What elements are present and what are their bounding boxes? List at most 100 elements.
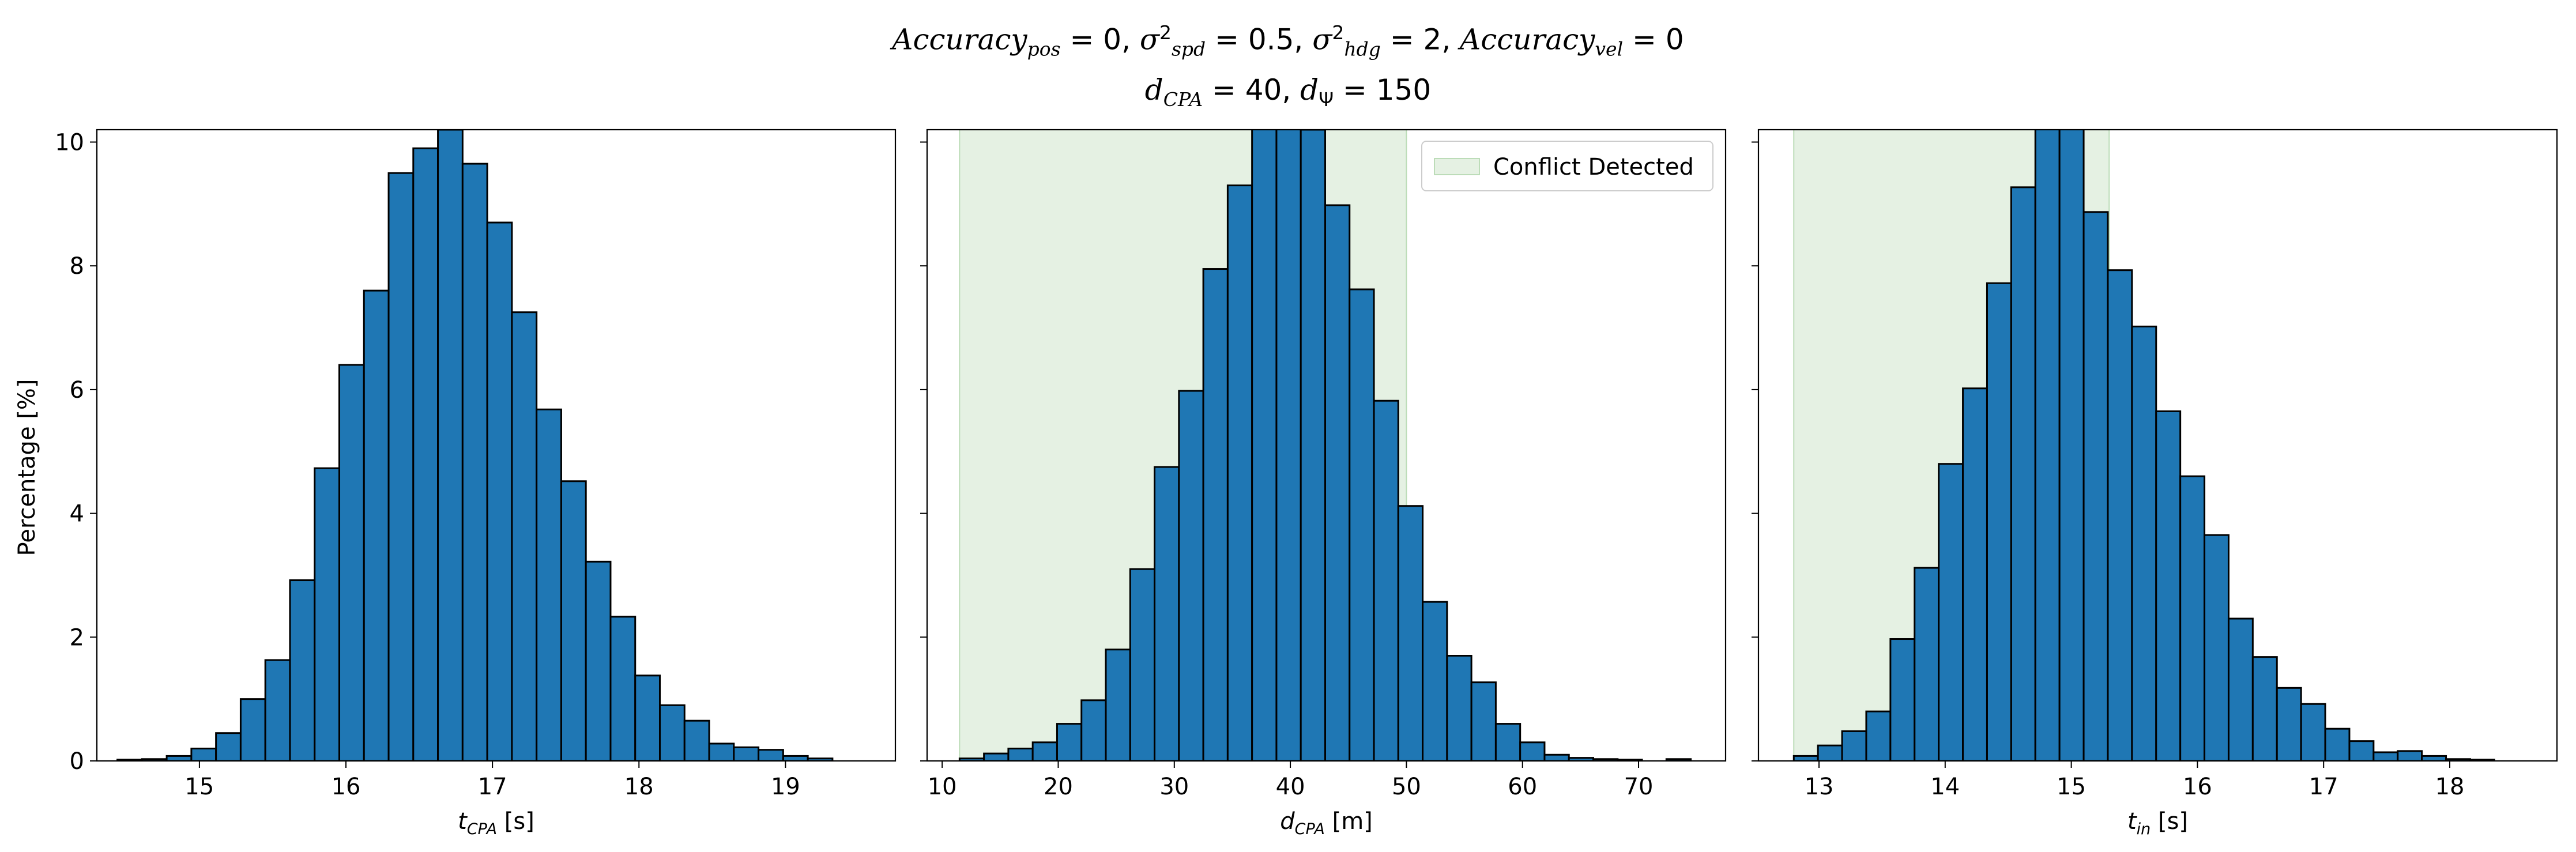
- histogram-bar: [338, 364, 365, 761]
- axes-frame: [926, 129, 1727, 762]
- histogram-bar: [560, 480, 587, 761]
- histogram-bar: [1397, 505, 1424, 761]
- title-line-2: dCPA = 40, dΨ = 150: [1144, 73, 1432, 111]
- x-tick-label: 15: [2057, 774, 2086, 800]
- histogram-bar: [1817, 744, 1843, 761]
- histogram-bar: [1251, 130, 1278, 761]
- x-tick-label: 50: [1392, 774, 1421, 800]
- histogram-bar: [2179, 475, 2206, 761]
- histogram-bar: [2372, 751, 2399, 761]
- histogram-bar: [983, 752, 1010, 761]
- x-tick-label: 10: [928, 774, 957, 800]
- histogram-bar: [1986, 282, 2012, 761]
- histogram-bar: [190, 748, 217, 761]
- legend-swatch: [1434, 158, 1480, 175]
- histogram-bar: [1865, 710, 1892, 761]
- panel-d-cpa: 10 20 30 40 50 60 70 dCPA [m] Conflict Detected: [920, 129, 1727, 838]
- histogram-bar: [511, 311, 538, 761]
- histogram-bar: [1154, 466, 1180, 761]
- histogram-bar: [486, 221, 513, 761]
- histogram-bar: [585, 560, 612, 761]
- histogram-bar: [1031, 741, 1058, 761]
- x-tick-label: 13: [1805, 774, 1834, 800]
- histogram-bar: [807, 757, 834, 761]
- histogram-bar: [1056, 723, 1083, 761]
- histogram-bar: [782, 755, 809, 761]
- histogram-bar: [239, 698, 266, 761]
- histogram-bar: [536, 408, 562, 761]
- histogram-bar: [2276, 687, 2302, 761]
- histogram-bar: [1841, 730, 1867, 761]
- histogram-bar: [659, 704, 686, 761]
- x-tick-label: 18: [2435, 774, 2465, 800]
- histogram-bar: [708, 742, 735, 761]
- histogram-bar: [1275, 130, 1302, 761]
- x-tick-label: 19: [771, 774, 800, 800]
- x-tick-label: 60: [1508, 774, 1537, 800]
- histogram-bar: [1543, 753, 1570, 761]
- histogram-bar: [1202, 268, 1229, 761]
- histogram-bar: [609, 616, 637, 761]
- histogram-bar: [2058, 130, 2085, 761]
- histogram-bar: [437, 130, 464, 761]
- histogram-bar: [758, 749, 784, 761]
- histogram-bar: [1324, 204, 1351, 761]
- histogram-bar: [683, 719, 710, 761]
- plot-area: [1792, 130, 2495, 761]
- panel-t-cpa: 0 2 4 6 8 10 15 16 17 18 19 tCPA [s]: [55, 129, 897, 838]
- y-tick-label: 0: [70, 748, 84, 775]
- histogram-bar: [2397, 750, 2423, 761]
- histogram-bar: [2251, 656, 2278, 761]
- histogram-bar: [2010, 186, 2036, 761]
- x-tick-label: 14: [1930, 774, 1960, 800]
- histogram-bar: [461, 163, 488, 761]
- x-tick-label: 70: [1624, 774, 1654, 800]
- x-tick-label: 15: [184, 774, 214, 800]
- histogram-bar: [1470, 681, 1497, 761]
- histogram-bar: [2227, 617, 2254, 761]
- histogram-bar: [1889, 638, 1916, 761]
- x-axis-label: dCPA [m]: [1280, 808, 1373, 838]
- histogram-bar: [1962, 387, 1988, 761]
- histogram-bar: [2082, 211, 2109, 761]
- histogram-bar: [2131, 325, 2157, 761]
- x-tick-label: 17: [2309, 774, 2338, 800]
- histogram-bar: [1105, 649, 1131, 761]
- y-tick-label: 8: [70, 253, 84, 280]
- histogram-bar: [387, 172, 415, 761]
- histogram-bar: [289, 579, 316, 761]
- histogram-bar: [1665, 758, 1692, 761]
- x-axis-label: tin [s]: [2127, 808, 2188, 838]
- histogram-bar: [1373, 399, 1399, 761]
- y-tick-label: 10: [55, 129, 84, 156]
- histogram-bar: [634, 674, 661, 761]
- histogram-bar: [1446, 655, 1472, 761]
- x-tick-label: 17: [478, 774, 507, 800]
- x-tick-label: 40: [1276, 774, 1305, 800]
- histogram-bar: [412, 147, 439, 761]
- y-axis-label: Percentage [%]: [14, 379, 40, 556]
- histogram-bar: [264, 659, 291, 761]
- y-tick-label: 4: [70, 501, 84, 527]
- axes-frame: [96, 129, 897, 762]
- histogram-bar: [1129, 568, 1156, 761]
- histogram-bar: [165, 755, 193, 761]
- x-tick-label: 20: [1044, 774, 1073, 800]
- x-axis-label: tCPA [s]: [458, 808, 534, 838]
- x-tick-label: 30: [1159, 774, 1189, 800]
- x-tick-label: 16: [2183, 774, 2212, 800]
- panel-t-in: 13 14 15 16 17 18 tin [s]: [1752, 129, 2558, 838]
- histogram-bar: [1300, 130, 1326, 761]
- histogram-bar: [2034, 130, 2061, 761]
- plot-area: [116, 130, 834, 761]
- histogram-bar: [1226, 184, 1253, 761]
- y-tick-label: 6: [70, 377, 84, 404]
- histogram-bar: [2300, 703, 2326, 761]
- histogram-bar: [1938, 463, 1964, 761]
- histogram-bar: [2204, 534, 2229, 761]
- histogram-bar: [2107, 269, 2133, 761]
- figure-title: Accuracypos = 0, σ2spd = 0.5, σ2hdg = 2,…: [0, 13, 2576, 120]
- histogram-bar: [1914, 567, 1940, 761]
- x-tick-label: 18: [624, 774, 654, 800]
